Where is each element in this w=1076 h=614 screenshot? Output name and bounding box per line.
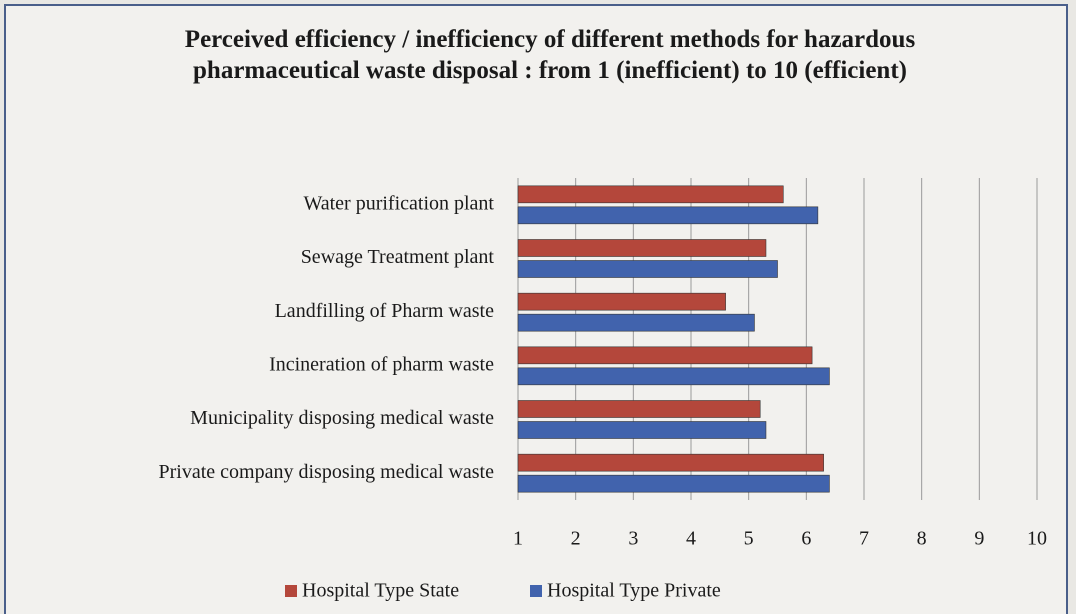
bar xyxy=(517,474,830,493)
bar xyxy=(517,292,726,311)
x-tick-label: 5 xyxy=(744,528,754,550)
legend-swatch xyxy=(530,585,542,597)
bar xyxy=(517,239,767,257)
y-tick-label: Water purification plant xyxy=(303,192,494,214)
x-tick-label: 10 xyxy=(1027,528,1047,550)
chart-title: Perceived efficiency / inefficiency of d… xyxy=(184,26,916,84)
y-tick-label: Landfilling of Pharm waste xyxy=(275,300,495,322)
legend-swatch xyxy=(285,585,297,597)
x-tick-label: 6 xyxy=(801,528,811,550)
bar xyxy=(517,367,830,386)
legend-label: Hospital Type Private xyxy=(547,580,721,602)
y-tick-label: Private company disposing medical waste xyxy=(159,461,495,483)
legend-label: Hospital Type State xyxy=(302,580,459,602)
x-tick-label: 1 xyxy=(513,528,523,550)
bar xyxy=(517,313,755,332)
x-tick-label: 7 xyxy=(859,528,869,550)
y-tick-label: Sewage Treatment plant xyxy=(301,246,495,268)
bar xyxy=(517,346,813,365)
x-tick-label: 9 xyxy=(974,528,984,550)
bar xyxy=(517,206,819,225)
x-tick-label: 8 xyxy=(917,528,927,550)
y-tick-label: Incineration of pharm waste xyxy=(269,353,494,375)
x-tick-label: 4 xyxy=(686,528,696,550)
bar xyxy=(517,400,761,418)
bar xyxy=(517,260,778,278)
x-tick-label: 2 xyxy=(571,528,581,550)
y-tick-label: Municipality disposing medical waste xyxy=(190,407,494,429)
bar xyxy=(517,421,767,439)
bar xyxy=(517,453,824,472)
x-tick-label: 3 xyxy=(628,528,638,550)
bar xyxy=(517,185,784,204)
